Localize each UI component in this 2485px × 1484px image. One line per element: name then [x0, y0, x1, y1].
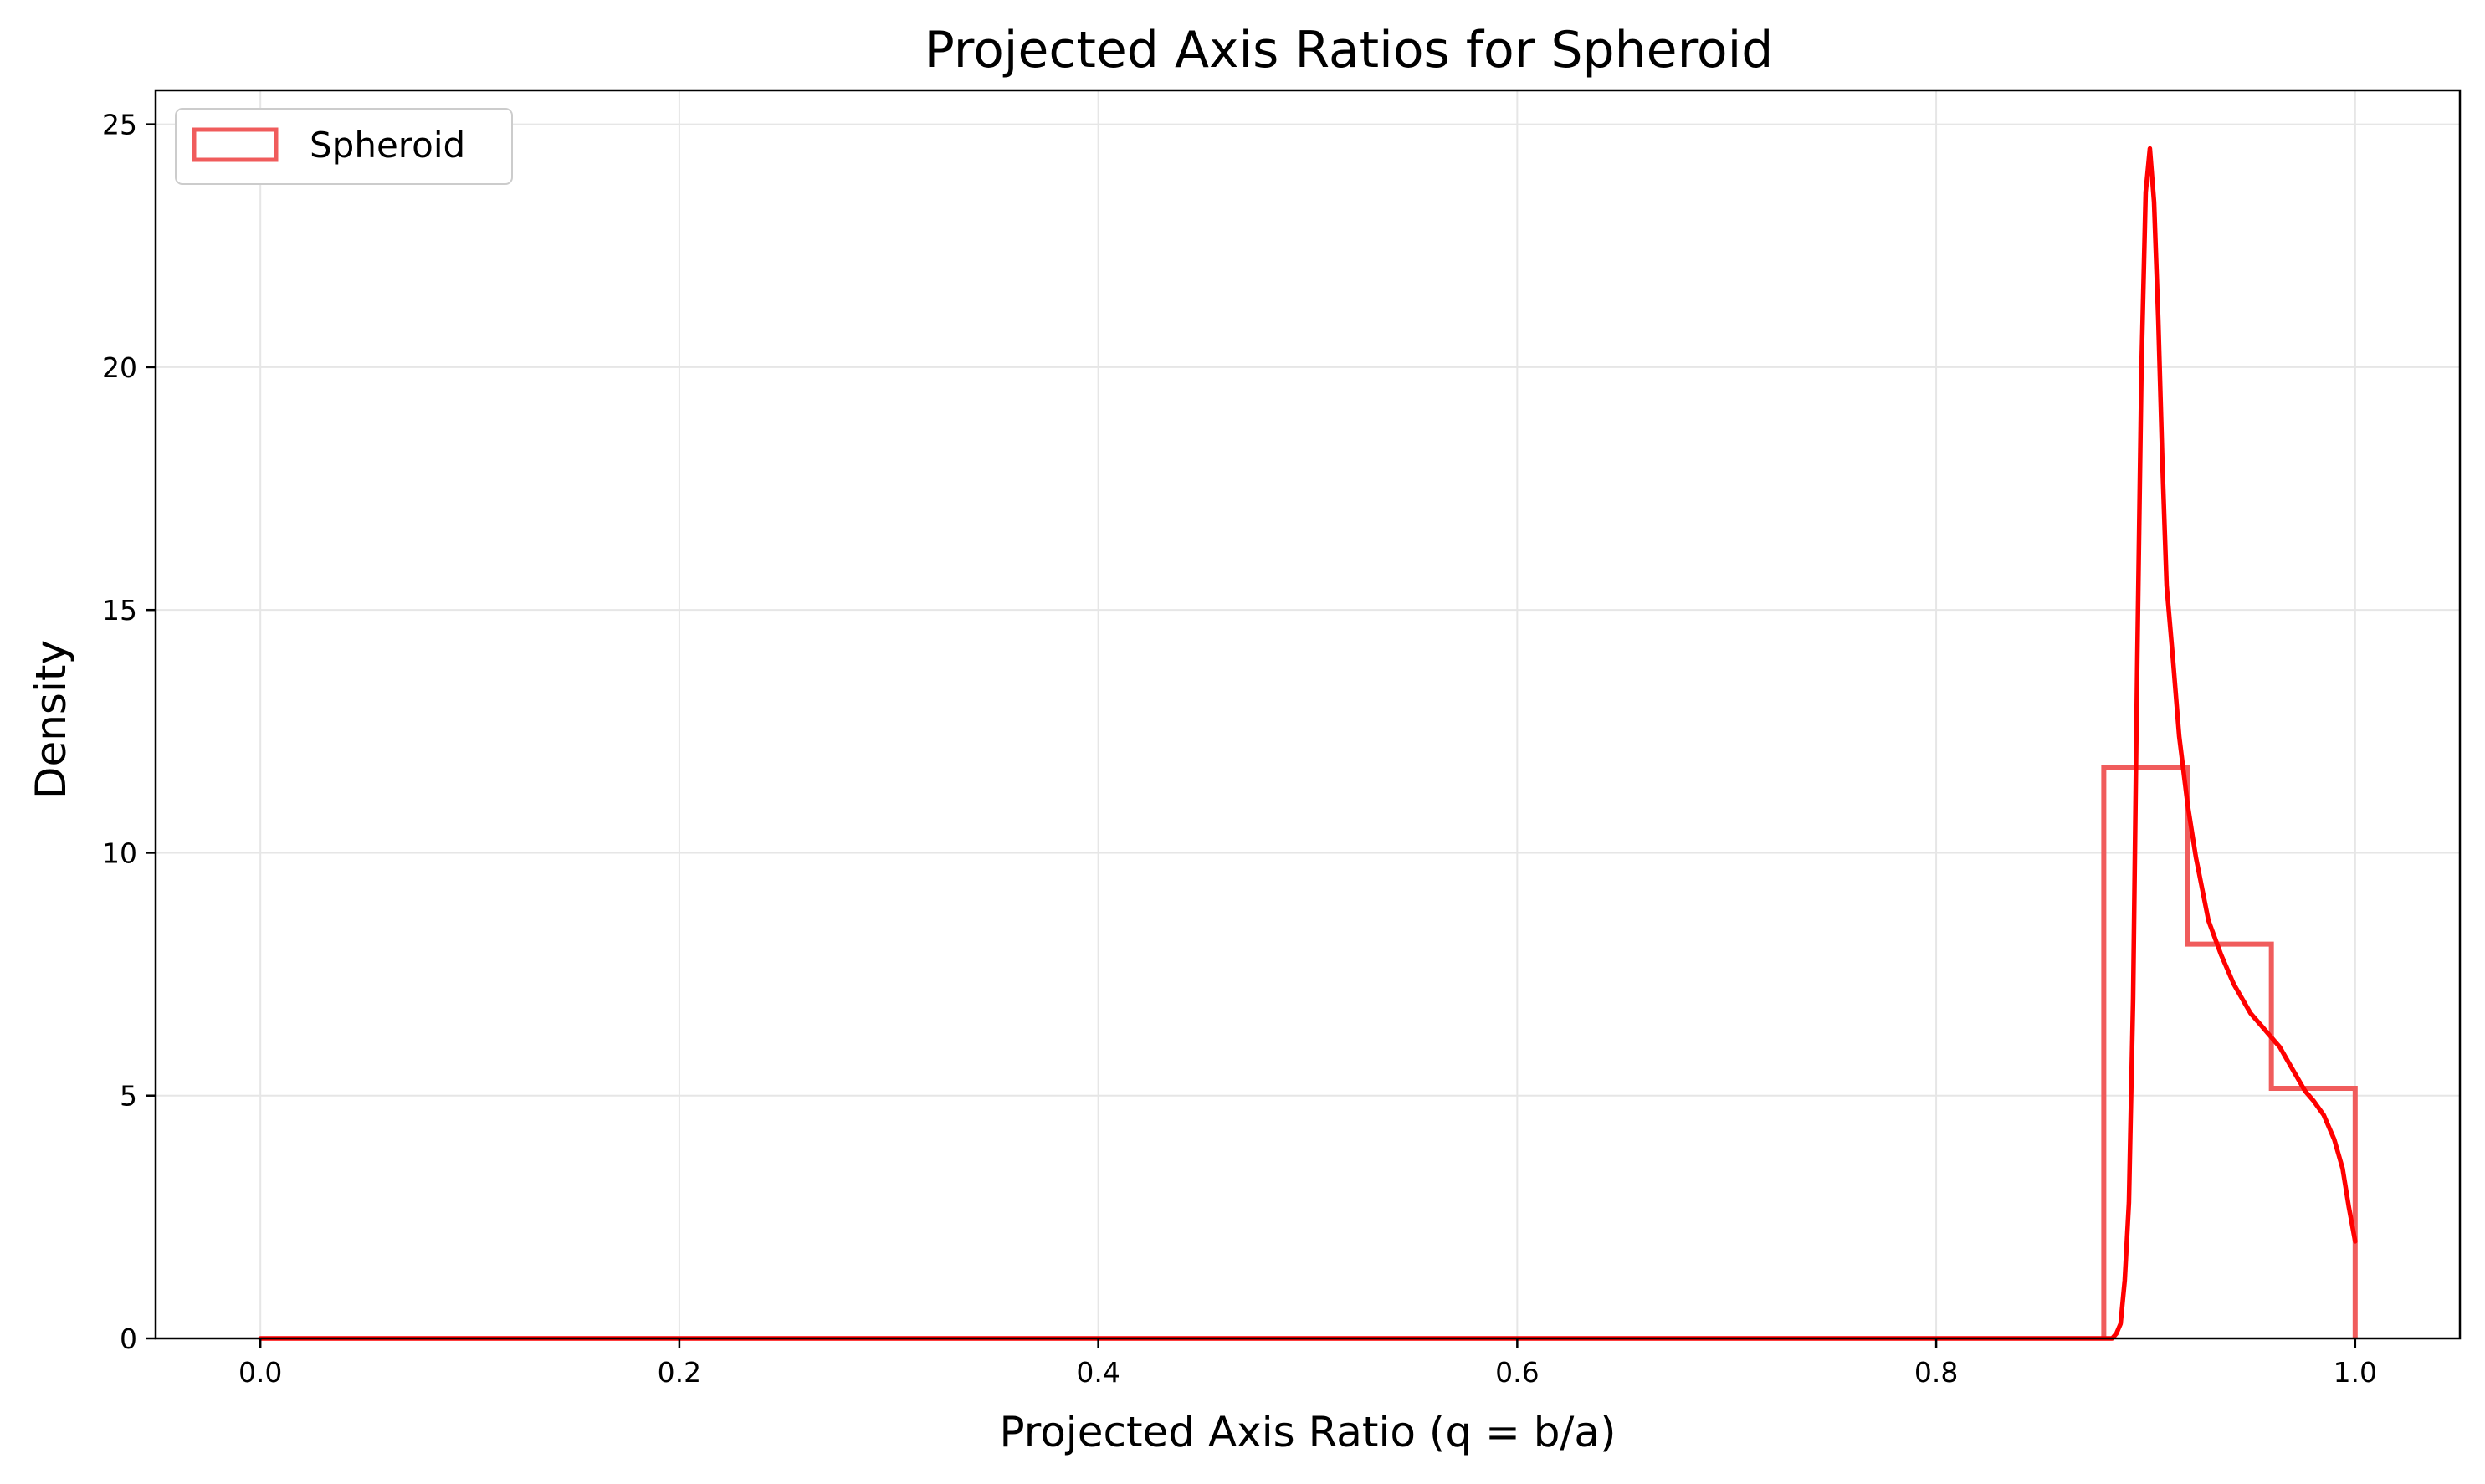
y-tick-label: 25 — [102, 109, 137, 141]
x-tick-label: 0.4 — [1076, 1356, 1120, 1389]
plot-frame — [154, 89, 2462, 1340]
y-tick-label: 5 — [120, 1080, 137, 1113]
y-tick-label: 20 — [102, 351, 137, 384]
histogram — [2101, 765, 2358, 1338]
x-tick-label: 0.2 — [658, 1356, 701, 1389]
histogram-outline — [2101, 765, 2358, 1338]
x-tick-label: 0.0 — [238, 1356, 282, 1389]
y-tick-label: 15 — [102, 594, 137, 627]
y-tick-label: 10 — [102, 837, 137, 869]
x-tick-label: 0.8 — [1914, 1356, 1958, 1389]
density-curve — [258, 146, 2358, 1341]
x-axis-label: Projected Axis Ratio (q = b/a) — [999, 1408, 1616, 1456]
x-tick-label: 1.0 — [2334, 1356, 2377, 1389]
x-tick-label: 0.6 — [1495, 1356, 1539, 1389]
legend: Spheroid — [175, 108, 513, 185]
y-axis-ticks: 0 5 10 15 20 25 — [102, 109, 156, 1355]
y-axis-label: Density — [27, 640, 75, 799]
density-curve-layer — [258, 146, 2358, 1341]
legend-swatch — [192, 127, 279, 162]
legend-entry-spheroid: Spheroid — [310, 125, 465, 166]
chart-title: Projected Axis Ratios for Spheroid — [925, 21, 1774, 79]
x-axis-ticks: 0.0 0.2 0.4 0.6 0.8 1.0 — [238, 1338, 2377, 1389]
y-tick-label: 0 — [120, 1323, 137, 1355]
